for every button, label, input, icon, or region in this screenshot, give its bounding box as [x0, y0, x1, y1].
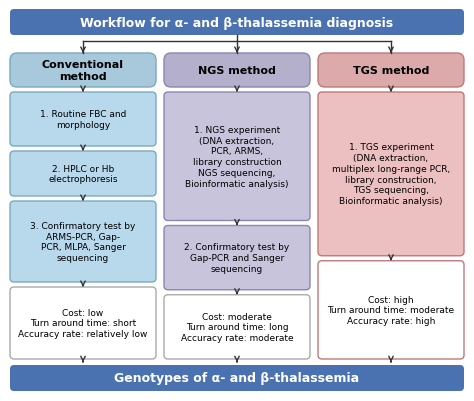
Text: Cost: moderate
Turn around time: long
Accuracy rate: moderate: Cost: moderate Turn around time: long Ac… — [181, 312, 293, 342]
FancyBboxPatch shape — [10, 10, 464, 36]
FancyBboxPatch shape — [10, 287, 156, 359]
FancyBboxPatch shape — [164, 295, 310, 359]
Text: 2. Confirmatory test by
Gap-PCR and Sanger
sequencing: 2. Confirmatory test by Gap-PCR and Sang… — [184, 243, 290, 273]
FancyBboxPatch shape — [10, 152, 156, 196]
FancyBboxPatch shape — [318, 54, 464, 88]
Text: 2. HPLC or Hb
electrophoresis: 2. HPLC or Hb electrophoresis — [48, 164, 118, 184]
Text: TGS method: TGS method — [353, 66, 429, 76]
FancyBboxPatch shape — [164, 54, 310, 88]
FancyBboxPatch shape — [10, 201, 156, 282]
FancyBboxPatch shape — [164, 93, 310, 221]
Text: Cost: high
Turn around time: moderate
Accuracy rate: high: Cost: high Turn around time: moderate Ac… — [328, 295, 455, 325]
Text: Conventional
method: Conventional method — [42, 60, 124, 82]
Text: 1. NGS experiment
(DNA extraction,
PCR, ARMS,
library construction
NGS sequencin: 1. NGS experiment (DNA extraction, PCR, … — [185, 126, 289, 188]
FancyBboxPatch shape — [10, 93, 156, 147]
FancyBboxPatch shape — [318, 93, 464, 256]
Text: Genotypes of α- and β-thalassemia: Genotypes of α- and β-thalassemia — [114, 372, 360, 385]
FancyBboxPatch shape — [10, 54, 156, 88]
FancyBboxPatch shape — [164, 226, 310, 290]
FancyBboxPatch shape — [318, 261, 464, 359]
FancyBboxPatch shape — [10, 365, 464, 391]
Text: Cost: low
Turn around time: short
Accuracy rate: relatively low: Cost: low Turn around time: short Accura… — [18, 308, 148, 338]
Text: 1. Routine FBC and
morphology: 1. Routine FBC and morphology — [40, 110, 126, 130]
Text: NGS method: NGS method — [198, 66, 276, 76]
Text: 1. TGS experiment
(DNA extraction,
multiplex long-range PCR,
library constructio: 1. TGS experiment (DNA extraction, multi… — [332, 143, 450, 206]
Text: Workflow for α- and β-thalassemia diagnosis: Workflow for α- and β-thalassemia diagno… — [81, 16, 393, 29]
Text: 3. Confirmatory test by
ARMS-PCR, Gap-
PCR, MLPA, Sanger
sequencing: 3. Confirmatory test by ARMS-PCR, Gap- P… — [30, 221, 136, 263]
